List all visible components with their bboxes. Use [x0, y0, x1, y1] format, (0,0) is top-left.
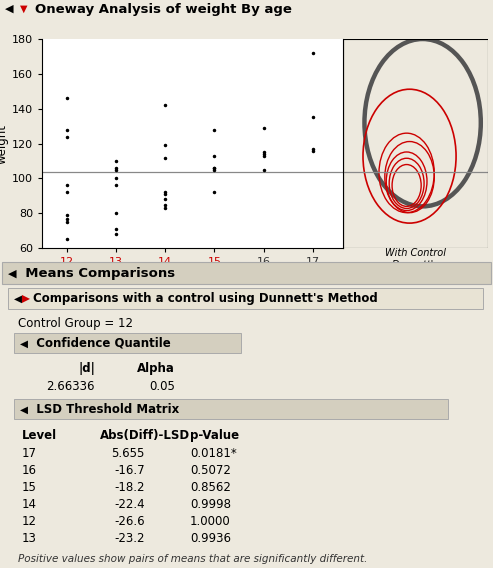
Text: Control Group = 12: Control Group = 12: [18, 317, 133, 330]
Text: 13: 13: [22, 532, 37, 545]
Text: -18.2: -18.2: [114, 481, 145, 494]
Text: 15: 15: [22, 481, 37, 494]
Bar: [14, 333, 241, 353]
Text: 1.0000: 1.0000: [190, 515, 231, 528]
Text: ◀: ◀: [8, 269, 16, 278]
Text: 0.9998: 0.9998: [190, 498, 231, 511]
Text: LSD Threshold Matrix: LSD Threshold Matrix: [28, 403, 179, 416]
Text: 5.655: 5.655: [111, 447, 145, 460]
Text: 12: 12: [22, 515, 37, 528]
Bar: [2, 262, 491, 285]
Text: 14: 14: [22, 498, 37, 511]
Y-axis label: weight: weight: [0, 124, 9, 164]
Text: 17: 17: [22, 447, 37, 460]
Text: -26.6: -26.6: [114, 515, 145, 528]
Text: ◀: ◀: [14, 294, 22, 304]
Text: 0.9936: 0.9936: [190, 532, 231, 545]
Text: 2.66336: 2.66336: [46, 380, 95, 393]
Text: 0.5072: 0.5072: [190, 464, 231, 477]
Bar: [14, 399, 448, 419]
Text: Level: Level: [22, 429, 57, 442]
Text: ◀: ◀: [20, 339, 28, 348]
Text: |d|: |d|: [78, 362, 95, 375]
X-axis label: age: age: [181, 270, 203, 283]
Text: Comparisons with a control using Dunnett's Method: Comparisons with a control using Dunnett…: [33, 293, 378, 306]
Text: Oneway Analysis of weight By age: Oneway Analysis of weight By age: [35, 2, 291, 15]
Text: ◀: ◀: [5, 4, 13, 14]
Text: Positive values show pairs of means that are significantly different.: Positive values show pairs of means that…: [18, 554, 367, 565]
Text: Means Comparisons: Means Comparisons: [16, 267, 175, 280]
Text: 0.05: 0.05: [149, 380, 175, 393]
Text: 16: 16: [22, 464, 37, 477]
Text: ▼: ▼: [20, 4, 27, 14]
Text: With Control
Dunnett's
0.05: With Control Dunnett's 0.05: [385, 248, 446, 281]
Text: Confidence Quantile: Confidence Quantile: [28, 337, 171, 350]
Text: ◀: ◀: [20, 404, 28, 415]
Text: -16.7: -16.7: [114, 464, 145, 477]
Bar: [8, 289, 483, 310]
Text: 0.0181*: 0.0181*: [190, 447, 237, 460]
Text: Abs(Diff)-LSD: Abs(Diff)-LSD: [100, 429, 190, 442]
Text: 0.8562: 0.8562: [190, 481, 231, 494]
Text: -23.2: -23.2: [114, 532, 145, 545]
Text: Alpha: Alpha: [137, 362, 175, 375]
Text: p-Value: p-Value: [190, 429, 239, 442]
Polygon shape: [22, 295, 30, 303]
Text: -22.4: -22.4: [114, 498, 145, 511]
